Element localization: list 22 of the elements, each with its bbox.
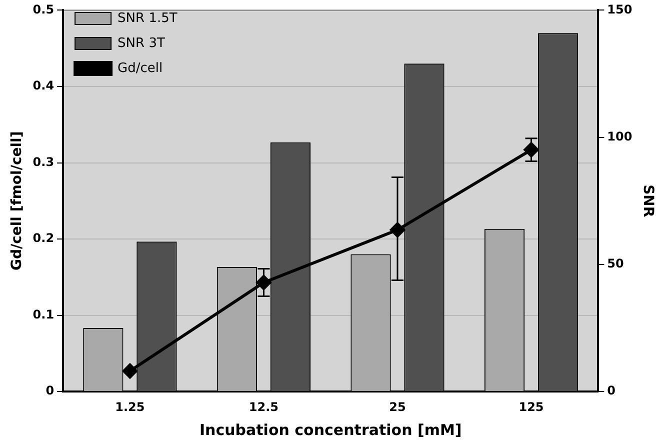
- x-axis-title: Incubation concentration [mM]: [199, 420, 462, 439]
- y2-tick-label: 50: [607, 256, 624, 271]
- legend-label: SNR 1.5T: [118, 10, 178, 26]
- x-tick-label: 1.25: [115, 400, 145, 414]
- x-tick-label: 12.5: [248, 400, 279, 414]
- y2-axis-title: SNR: [640, 184, 656, 218]
- y-tick-label: 0.2: [32, 231, 54, 246]
- point: [122, 364, 138, 379]
- x-tick-label: 125: [518, 400, 544, 414]
- x-tick-label: 25: [389, 400, 406, 414]
- y-tick-label: 0: [46, 384, 54, 398]
- y2-tick-label: 100: [607, 129, 632, 144]
- y-axis-title: Gd/cell [fmol/cell]: [9, 131, 26, 271]
- point: [524, 142, 539, 158]
- legend-label: SNR 3T: [118, 36, 165, 51]
- y-tick-label: 0.1: [32, 307, 54, 322]
- y-tick-label: 0.5: [32, 2, 54, 16]
- y-tick-label: 0.3: [32, 154, 54, 169]
- y2-tick-label: 0: [607, 384, 616, 398]
- legend-label: Gd/cell: [118, 60, 163, 76]
- y2-tick-label: 150: [607, 2, 632, 16]
- y-tick-label: 0.4: [32, 78, 54, 93]
